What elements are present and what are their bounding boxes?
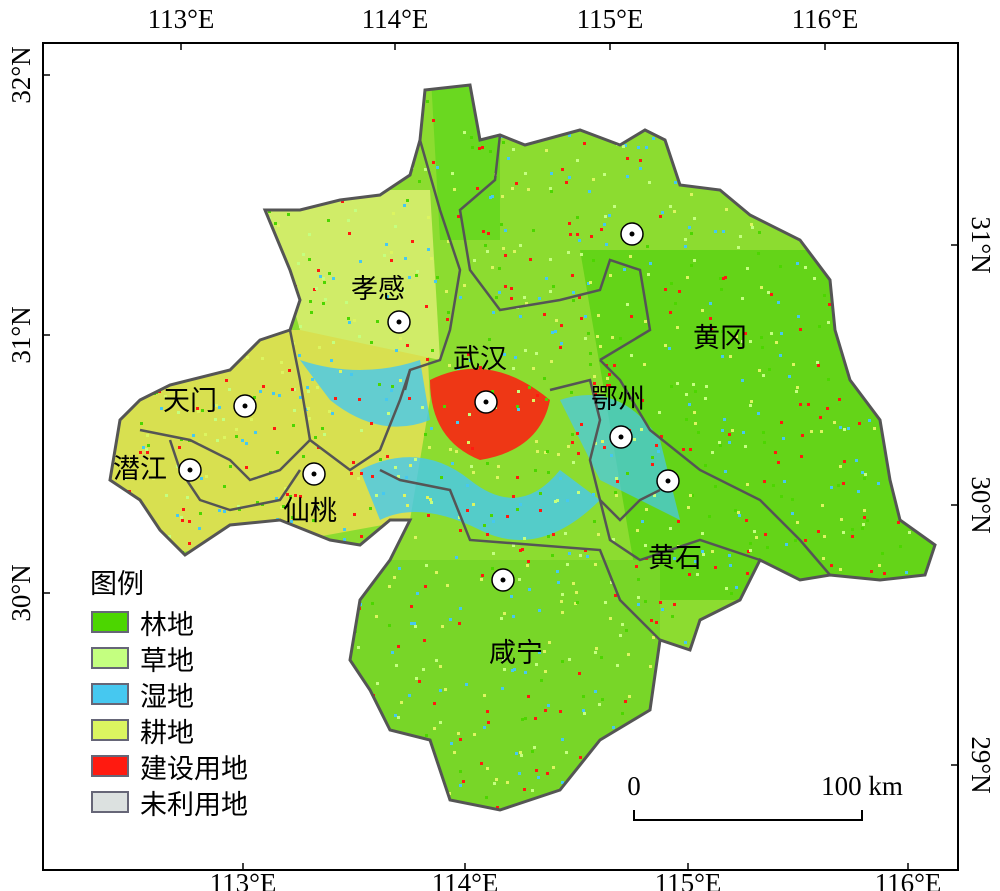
city-label: 武汉 — [453, 344, 507, 374]
bottom-tick-label: 116°E — [875, 868, 942, 891]
legend-label: 林地 — [140, 610, 194, 640]
city-label: 仙桃 — [283, 496, 337, 526]
legend-label: 未利用地 — [140, 790, 248, 820]
legend-swatch — [91, 683, 129, 705]
city-label: 黄石 — [648, 543, 702, 573]
top-tick-label: 116°E — [792, 4, 859, 34]
city-marker-icon — [656, 469, 680, 493]
city-label: 咸宁 — [489, 638, 543, 668]
city-marker-icon — [491, 568, 515, 592]
city-marker-icon — [387, 310, 411, 334]
legend-swatch — [91, 611, 129, 633]
legend-swatch — [91, 647, 129, 669]
legend-label: 耕地 — [140, 718, 194, 748]
city-label: 鄂州 — [591, 384, 645, 414]
legend-label: 建设用地 — [140, 754, 248, 784]
legend-label: 湿地 — [140, 682, 194, 712]
city-marker-icon — [609, 425, 633, 449]
top-tick-label: 113°E — [148, 4, 215, 34]
city-label: 孝感 — [351, 274, 405, 304]
top-tick-label: 115°E — [577, 4, 644, 34]
legend-title: 图例 — [90, 569, 144, 599]
scale-start: 0 — [627, 771, 641, 801]
scale-end: 100 km — [821, 771, 903, 801]
left-tick-label: 31°N — [6, 306, 36, 363]
city-label: 黄冈 — [693, 323, 747, 353]
left-tick-label: 30°N — [6, 564, 36, 621]
left-tick-label: 32°N — [6, 46, 36, 103]
district-boundaries — [139, 134, 831, 641]
legend-label: 草地 — [140, 646, 194, 676]
bottom-tick-label: 115°E — [655, 868, 722, 891]
city-marker-icon — [620, 222, 644, 246]
bottom-tick-label: 114°E — [432, 868, 499, 891]
legend-swatch — [91, 719, 129, 741]
legend-swatch — [91, 791, 129, 813]
city-marker-icon — [302, 462, 326, 486]
scale-bar: 0 100 km — [627, 771, 903, 821]
city-label: 天门 — [163, 386, 217, 416]
city-marker-icon — [474, 390, 498, 414]
right-tick-label: 30°N — [966, 476, 996, 533]
bottom-tick-label: 113°E — [210, 868, 277, 891]
city-markers — [178, 222, 680, 592]
legend-swatch — [91, 755, 129, 777]
top-tick-label: 114°E — [362, 4, 429, 34]
city-label: 潜江 — [113, 454, 167, 484]
city-marker-icon — [233, 394, 257, 418]
right-tick-label: 31°N — [966, 216, 996, 273]
right-tick-label: 29°N — [966, 736, 996, 793]
city-marker-icon — [178, 458, 202, 482]
tick-marks — [43, 43, 958, 870]
